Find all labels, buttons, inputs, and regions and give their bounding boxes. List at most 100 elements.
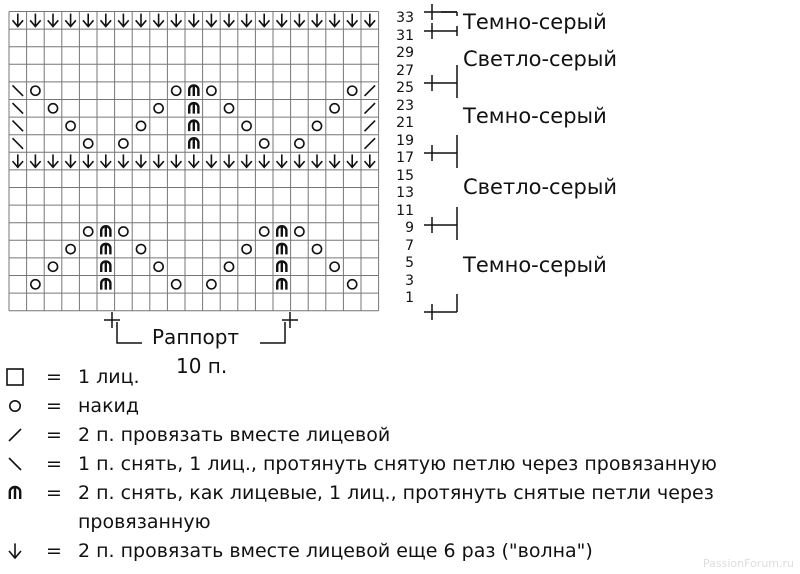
row-number: 9 [405,220,414,236]
yarn-over-icon [153,102,164,114]
backslash-decrease-icon [11,84,24,97]
double-decrease-icon [276,260,288,272]
backslash-decrease-icon [11,137,24,150]
arrow-down-icon [135,154,147,169]
double-decrease-icon [276,225,288,237]
yarn-over-icon [170,85,182,97]
legend-text: 2 п. снять, как лицевые, 1 лиц., протяну… [78,482,714,504]
color-band-label: Светло-серый [463,175,618,199]
row-number: 1 [405,290,414,306]
arrow-down-icon [275,13,288,28]
color-change-marker [424,65,458,98]
row-number: 15 [396,167,414,184]
arrow-down-icon [99,154,112,169]
slash-decrease-icon [363,120,376,132]
color-change-marker [424,135,458,168]
arrow-down-icon [293,13,306,28]
k2tog-slash-icon [8,428,22,442]
arrow-down-icon [363,154,376,169]
slash-decrease-icon [363,137,376,150]
arrow-down-icon [152,154,165,169]
color-band-label: Темно-серый [463,104,607,128]
yarn-over-icon [206,278,217,290]
yarn-over-icon [223,102,235,114]
arrow-down-icon [152,13,165,28]
arrow-down-icon [328,13,341,28]
watermark: PassionForum.ru [703,557,794,570]
k2tog-6-times-arrow-icon [8,543,22,560]
yarn-over-icon [241,120,252,132]
color-change-marker [424,207,458,240]
arrow-down-icon [135,13,147,28]
arrow-down-icon [311,13,323,28]
arrow-down-icon [346,13,359,28]
centered-double-decrease-icon [8,485,22,499]
arrow-down-icon [205,154,218,169]
legend-equals: = [46,453,62,475]
arrow-down-icon [170,154,183,169]
yarn-over-icon [82,226,94,237]
legend-equals: = [46,366,62,388]
row-number: 21 [396,115,414,131]
legend-text: 2 п. провязать вместе лицевой еще 6 раз … [78,540,593,562]
arrow-down-icon [275,154,288,169]
yarn-over-icon [47,261,59,273]
yarn-over-icon [9,400,21,412]
arrow-down-icon [240,154,253,169]
yarn-over-icon [135,243,147,255]
arrow-down-icon [47,154,59,169]
slash-decrease-icon [363,84,376,97]
arrow-down-icon [187,154,200,169]
arrow-down-icon [328,154,341,169]
color-band-label: Светло-серый [463,47,618,71]
rapport-marker [104,312,142,344]
rapport-count: 10 п. [176,354,228,378]
yarn-over-icon [346,278,358,290]
arrow-down-icon [29,13,42,28]
double-decrease-icon [100,277,112,290]
double-decrease-icon [188,137,200,149]
arrow-down-icon [82,13,95,28]
yarn-over-icon [258,226,270,237]
yarn-over-icon [118,226,129,237]
yarn-over-icon [65,243,76,255]
arrow-down-icon [223,154,235,169]
double-decrease-icon [188,119,200,132]
row-number: 23 [396,97,414,114]
yarn-over-icon [170,278,182,290]
yarn-over-icon [30,85,41,97]
arrow-down-icon [47,13,59,28]
arrow-down-icon [311,154,323,169]
row-number: 3 [405,272,414,289]
row-number: 29 [396,45,414,61]
legend-text: провязанную [78,511,211,533]
arrow-down-icon [11,154,24,169]
legend-equals: = [46,540,62,562]
legend-text: 1 п. снять, 1 лиц., протянуть снятую пет… [78,453,717,475]
backslash-decrease-icon [11,102,24,115]
slash-decrease-icon [8,428,22,442]
row-number: 13 [396,185,414,201]
yarn-over-icon [118,138,129,149]
row-number: 19 [396,132,414,149]
double-decrease-icon [100,242,112,255]
double-decrease-icon [8,485,22,499]
double-decrease-icon [100,260,112,272]
knit-square-icon [6,368,24,386]
yarn-over-icon [346,85,358,97]
row-number: 11 [396,202,414,219]
arrow-down-icon [29,154,42,169]
yarn-over-icon [47,102,59,114]
yarn-over-icon [311,243,323,255]
row-number: 25 [396,80,414,96]
yarn-over-icon [294,138,305,149]
arrow-down-icon [64,13,77,28]
double-decrease-icon [188,101,200,114]
arrow-down-icon [363,13,376,28]
legend-equals: = [46,395,62,417]
yarn-over-icon [9,400,21,412]
arrow-down-icon [82,154,95,169]
legend-equals: = [46,424,62,446]
row-number: 27 [396,62,414,79]
color-change-marker [424,294,458,320]
